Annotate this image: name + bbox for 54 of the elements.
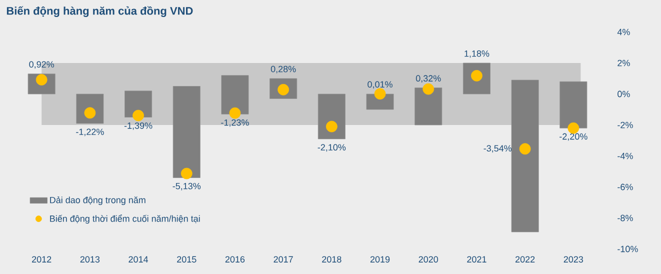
x-tick-label: 2015 <box>177 256 196 263</box>
bar <box>221 75 249 114</box>
y-tick-label: -4% <box>618 152 633 160</box>
data-label: -2,10% <box>318 144 346 152</box>
data-label: -3,54% <box>484 145 512 153</box>
bar <box>511 80 539 232</box>
x-tick-label: 2020 <box>418 256 438 263</box>
point <box>180 168 192 180</box>
point <box>519 143 531 155</box>
y-tick-label: 2% <box>618 60 630 66</box>
x-tick-label: 2021 <box>467 256 486 263</box>
x-tick-label: 2017 <box>274 256 293 263</box>
point <box>568 122 580 134</box>
data-label: -2,20% <box>560 133 588 141</box>
point <box>471 70 482 82</box>
data-label: 0,32% <box>416 75 441 83</box>
data-label: -5,13% <box>172 182 201 190</box>
bar <box>560 81 588 128</box>
data-label: -1,22% <box>76 128 104 136</box>
x-tick-label: 2016 <box>225 256 245 263</box>
bar <box>318 94 346 140</box>
data-label: 0,28% <box>270 66 296 74</box>
x-tick-label: 2013 <box>80 256 100 263</box>
x-tick-label: 2014 <box>128 256 148 263</box>
bar <box>172 86 200 178</box>
x-tick-label: 2023 <box>564 256 584 263</box>
point <box>36 74 48 86</box>
point <box>374 88 386 100</box>
x-tick-label: 2019 <box>370 256 390 263</box>
x-tick-label: 2022 <box>516 256 535 263</box>
data-label: 1,18% <box>464 50 490 58</box>
x-tick-label: 2018 <box>322 256 342 263</box>
y-tick-label: -2% <box>618 122 633 128</box>
data-label: 0,92% <box>29 61 54 69</box>
data-label: 0,01% <box>368 81 392 89</box>
point <box>422 83 434 95</box>
point <box>132 110 144 122</box>
y-tick-label: -10% <box>618 246 638 252</box>
x-tick-label: 2012 <box>32 256 52 263</box>
point <box>278 84 290 96</box>
legend-label: Dải dao động trong năm <box>50 196 146 205</box>
legend-label: Biến động thời điểm cuối năm/hiện tại <box>50 214 200 224</box>
chart-title: Biến động hàng năm của đồng VND <box>6 6 193 17</box>
point <box>84 107 96 119</box>
bar <box>124 90 152 118</box>
point <box>326 120 338 132</box>
data-label: -1,39% <box>124 122 152 130</box>
data-label: -1,23% <box>221 119 249 127</box>
y-tick-label: 0% <box>618 90 630 98</box>
point <box>229 107 241 119</box>
y-tick-label: -6% <box>618 184 633 190</box>
bar <box>414 88 442 126</box>
y-tick-label: -8% <box>618 214 633 222</box>
y-tick-label: 4% <box>617 28 630 36</box>
